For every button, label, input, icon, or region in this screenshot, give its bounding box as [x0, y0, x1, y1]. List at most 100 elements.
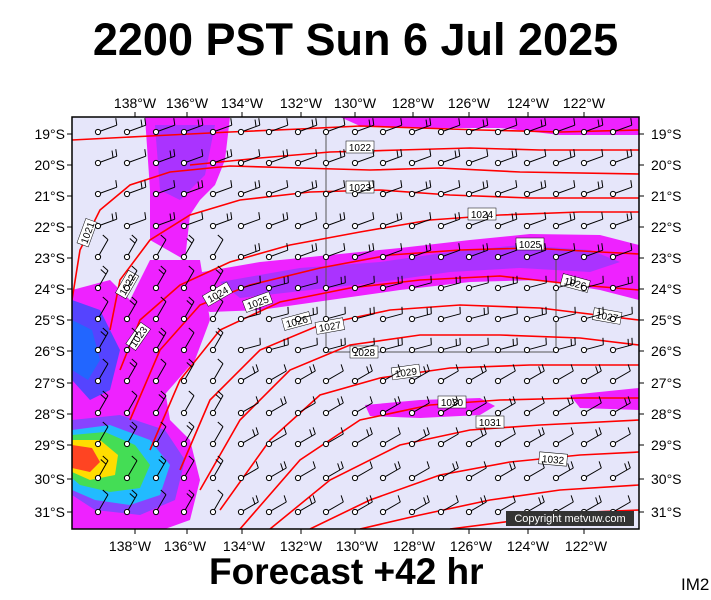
wind-station	[152, 222, 160, 230]
wind-barb-staff	[385, 344, 403, 350]
wind-barb-feather	[131, 327, 138, 334]
wind-barb-feather	[173, 212, 176, 220]
wind-barb-staff	[184, 363, 195, 379]
wind-barb-feather	[252, 366, 256, 374]
wind-barb-staff	[615, 501, 631, 512]
wind-barb-staff	[385, 467, 401, 478]
wind-barb-feather	[400, 180, 403, 188]
wind-station	[180, 409, 188, 417]
wind-barb-feather	[111, 213, 114, 221]
wind-barb-staff	[357, 186, 374, 194]
wind-barb-staff	[184, 460, 195, 476]
wind-station	[180, 284, 188, 292]
wind-barb-staff	[156, 239, 167, 255]
wind-station	[465, 377, 473, 385]
wind-barb-feather	[158, 459, 165, 465]
wind-barb-feather	[512, 364, 516, 372]
wind-barb-staff	[156, 332, 167, 348]
wind-barb-feather	[366, 429, 370, 437]
wind-barb-feather	[396, 213, 399, 221]
wind-barb-feather	[315, 243, 318, 251]
wind-barb-feather	[425, 119, 428, 127]
wind-barb-feather	[217, 327, 224, 334]
wind-barb-staff	[300, 313, 318, 319]
wind-barb-staff	[184, 395, 195, 411]
lon-label: 138°W	[114, 95, 157, 111]
wind-barb-feather	[429, 118, 432, 126]
wind-barb-staff	[414, 249, 431, 257]
wind-station	[351, 253, 359, 261]
wind-barb-feather	[372, 118, 375, 126]
wind-station	[322, 474, 330, 482]
wind-barb-feather	[226, 150, 229, 158]
wind-barb-staff	[213, 363, 224, 379]
wind-station	[523, 190, 531, 198]
wind-barb-feather	[144, 118, 147, 126]
wind-barb-staff	[529, 467, 545, 478]
copyright-box	[506, 511, 634, 526]
wind-barb-staff	[500, 501, 516, 512]
wind-barb-staff	[586, 124, 603, 132]
wind-barb-staff	[414, 402, 430, 413]
wind-station	[523, 159, 531, 167]
wind-barb-staff	[414, 501, 430, 512]
wind-barb-feather	[597, 181, 600, 189]
wind-barb-feather	[482, 119, 485, 127]
wind-barb-staff	[615, 282, 633, 288]
wind-barb-staff	[129, 155, 146, 163]
wind-barb-feather	[312, 364, 316, 372]
precip-area	[220, 245, 620, 298]
wind-barb-feather	[569, 150, 572, 158]
lat-label: 23°S	[651, 250, 682, 266]
wind-barb-staff	[357, 124, 374, 132]
wind-station	[609, 377, 617, 385]
wind-barb-feather	[144, 212, 147, 220]
wind-station	[379, 474, 387, 482]
wind-barb-feather	[131, 296, 138, 303]
lat-label: 23°S	[34, 250, 65, 266]
wind-barb-feather	[397, 427, 401, 435]
lat-label: 28°S	[34, 406, 65, 422]
wind-barb-feather	[201, 180, 204, 188]
wind-station	[552, 253, 560, 261]
wind-station	[408, 315, 416, 323]
wind-barb-staff	[500, 467, 516, 478]
wind-barb-feather	[160, 265, 167, 272]
wind-station	[152, 190, 160, 198]
wind-station	[437, 474, 445, 482]
wind-barb-staff	[558, 370, 574, 381]
wind-station	[351, 508, 359, 516]
wind-barb-staff	[615, 186, 632, 194]
wind-barb-feather	[343, 180, 346, 188]
wind-barb-feather	[100, 269, 107, 275]
wind-station	[437, 346, 445, 354]
wind-barb-feather	[188, 421, 195, 428]
wind-barb-feather	[131, 455, 138, 462]
wind-barb-staff	[414, 218, 431, 226]
wind-station	[351, 346, 359, 354]
wind-station	[152, 474, 160, 482]
wind-barb-staff	[215, 218, 232, 226]
wind-barb-feather	[258, 212, 261, 220]
lat-label: 29°S	[34, 437, 65, 453]
lat-label: 22°S	[651, 219, 682, 235]
wind-barb-staff	[529, 370, 545, 381]
wind-station	[351, 159, 359, 167]
wind-station	[294, 346, 302, 354]
wind-barb-feather	[197, 181, 200, 189]
wind-station	[294, 253, 302, 261]
wind-barb-feather	[129, 238, 136, 244]
wind-barb-feather	[567, 463, 571, 471]
wind-barb-staff	[586, 501, 602, 512]
wind-station	[209, 440, 217, 448]
wind-barb-staff	[385, 501, 401, 512]
wind-barb-feather	[544, 118, 547, 126]
wind-barb-feather	[423, 429, 427, 437]
wind-barb-feather	[131, 489, 138, 496]
wind-barb-staff	[414, 124, 431, 132]
wind-barb-feather	[215, 331, 222, 337]
wind-barb-staff	[443, 467, 459, 478]
wind-barb-staff	[586, 433, 602, 444]
wind-barb-staff	[471, 467, 487, 478]
wind-barb-feather	[283, 495, 287, 503]
